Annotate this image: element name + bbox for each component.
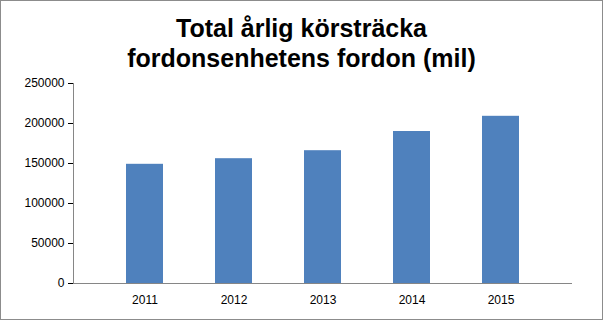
svg-text:0: 0	[58, 276, 65, 290]
svg-text:2011: 2011	[132, 293, 158, 307]
svg-text:2014: 2014	[399, 293, 426, 307]
svg-text:2012: 2012	[221, 293, 248, 307]
svg-text:150000: 150000	[24, 156, 64, 170]
svg-text:50000: 50000	[31, 236, 65, 250]
html-text:Total årlig körsträcka fordons: Total årlig körsträcka fordonsenhetens f…	[127, 14, 476, 72]
svg-text:2013: 2013	[310, 293, 337, 307]
svg-text:100000: 100000	[24, 196, 64, 210]
svg-text:200000: 200000	[24, 116, 64, 130]
svg-text:2015: 2015	[488, 293, 515, 307]
svg-text:250000: 250000	[24, 76, 64, 90]
